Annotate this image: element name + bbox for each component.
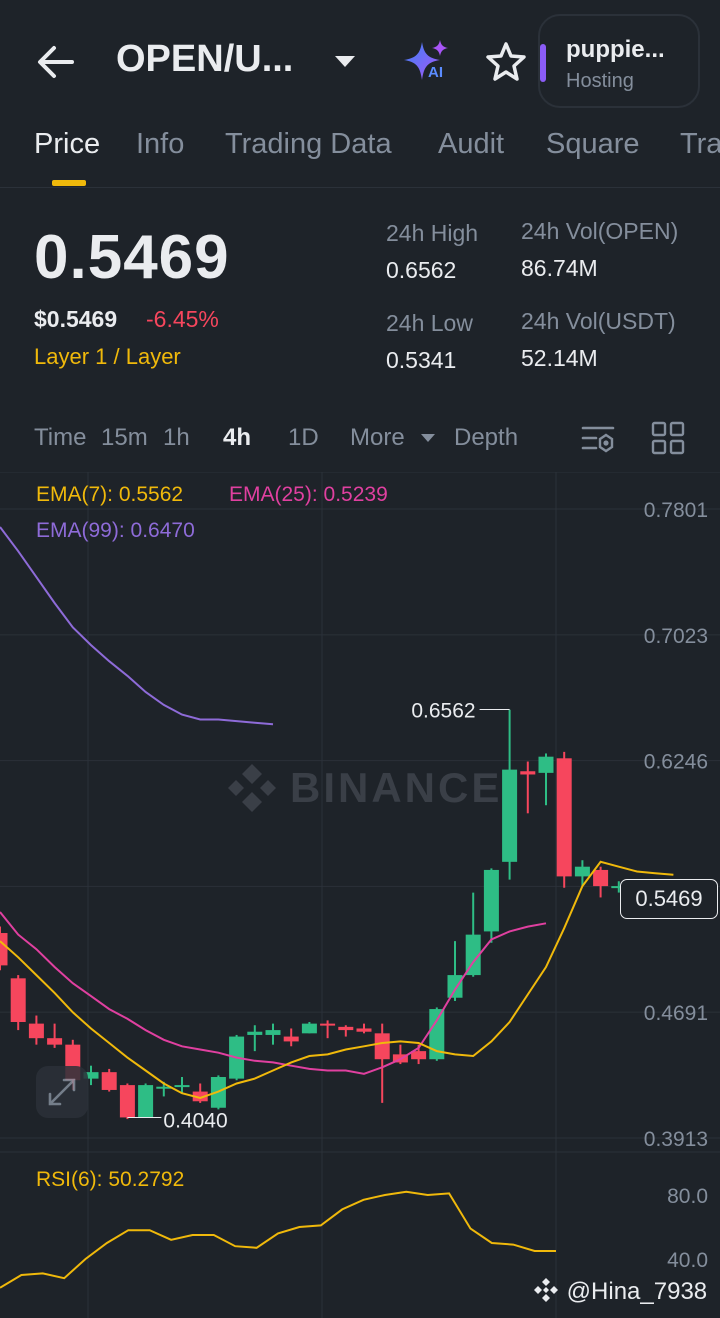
timeframe-1d[interactable]: 1D — [288, 424, 319, 451]
host-card[interactable]: puppie... Hosting — [538, 14, 700, 108]
arrow-left-icon[interactable] — [34, 40, 80, 84]
candle-body — [247, 1031, 263, 1035]
rsi-tick-label: 80.0 — [667, 1185, 708, 1208]
host-accent-bar — [540, 44, 546, 82]
ai-assistant-button[interactable]: AI — [400, 38, 452, 84]
candle-body — [101, 1072, 117, 1090]
rsi-line — [0, 1190, 556, 1289]
candle-body — [301, 1023, 317, 1034]
tab-audit[interactable]: Audit — [438, 128, 505, 160]
candle-body — [283, 1036, 299, 1042]
candle-body — [374, 1033, 390, 1060]
candle-body — [156, 1086, 172, 1089]
candle-body — [574, 866, 590, 877]
candle-body — [611, 886, 627, 889]
min-price-label: 0.4040 — [163, 1109, 227, 1132]
price-change: -6.45% — [146, 306, 219, 332]
candle-body — [138, 1085, 154, 1118]
timeframe-4h[interactable]: 4h — [223, 424, 252, 451]
candle-body — [429, 1009, 445, 1060]
y-tick-label: 0.3913 — [644, 1128, 708, 1151]
pair-title[interactable]: OPEN/U... — [116, 38, 294, 80]
candle-body — [28, 1023, 44, 1039]
host-name: puppie... — [566, 36, 665, 63]
y-tick-label: 0.4691 — [644, 1002, 708, 1025]
candle-body — [502, 769, 518, 862]
vol-quote-value: 52.14M — [521, 345, 598, 371]
high-value: 0.6562 — [386, 257, 457, 283]
max-price-label: 0.6562 — [411, 699, 475, 722]
candle-body — [520, 771, 536, 775]
rsi-tick-label: 40.0 — [667, 1249, 708, 1272]
candle-body — [0, 933, 8, 966]
candle-body — [265, 1030, 281, 1035]
vol-quote-label: 24h Vol(USDT) — [521, 308, 676, 334]
candle-body — [338, 1026, 354, 1031]
candle-body — [320, 1023, 336, 1026]
ai-label: AI — [428, 64, 443, 81]
ema25-legend: EMA(25): 0.5239 — [229, 483, 388, 506]
top-bar: OPEN/U... AI puppie... Hosting — [0, 0, 720, 118]
vol-base-label: 24h Vol(OPEN) — [521, 218, 679, 244]
y-tick-label: 0.7023 — [644, 625, 708, 648]
tab-trading-data[interactable]: Trading Data — [225, 128, 392, 160]
candle-body — [192, 1091, 208, 1102]
depth-tab[interactable]: Depth — [454, 424, 519, 451]
tab-price[interactable]: Price — [34, 128, 101, 160]
rsi-legend: RSI(6): 50.2792 — [36, 1168, 185, 1191]
tab-square[interactable]: Square — [546, 128, 640, 160]
y-tick-label: 0.7801 — [644, 499, 708, 522]
main-tabs: Price Info Trading Data Audit Square Tra — [0, 118, 720, 188]
author-handle: @Hina_7938 — [566, 1278, 708, 1305]
y-tick-label: 0.6246 — [644, 751, 708, 774]
candle-body — [447, 975, 463, 998]
ema25-line — [0, 911, 547, 1075]
active-tab-indicator — [52, 180, 86, 186]
chart-settings-icon[interactable] — [580, 420, 616, 456]
chevron-down-icon[interactable] — [333, 52, 357, 72]
candle-body — [538, 756, 554, 773]
high-label: 24h High — [386, 220, 479, 246]
tab-info[interactable]: Info — [136, 128, 185, 160]
ema7-legend: EMA(7): 0.5562 — [36, 483, 184, 506]
candle-body — [119, 1085, 135, 1118]
ema99-line — [0, 526, 274, 726]
timeframe-time[interactable]: Time — [34, 424, 87, 451]
expand-chart-button[interactable] — [36, 1066, 88, 1118]
candle-body — [83, 1072, 99, 1079]
timeframe-1h[interactable]: 1h — [163, 424, 190, 451]
sparkle-ai-icon — [404, 40, 448, 80]
tab-trade[interactable]: Tra — [680, 128, 720, 160]
binance-watermark: BINANCE — [290, 764, 502, 811]
star-icon[interactable] — [484, 40, 528, 84]
category-tag[interactable]: Layer 1 / Layer — [34, 344, 181, 369]
candle-body — [483, 869, 499, 932]
candle-body — [356, 1028, 372, 1032]
timeframe-15m[interactable]: 15m — [101, 424, 148, 451]
author-watermark: @Hina_7938 — [532, 1276, 707, 1310]
candle-body — [556, 758, 572, 877]
last-price: 0.5469 — [34, 223, 230, 292]
candle-body — [47, 1038, 63, 1045]
ema7-line — [0, 860, 674, 1100]
ema99-legend: EMA(99): 0.6470 — [36, 519, 195, 542]
current-price-marker: 0.5469 — [620, 879, 718, 919]
grid-layout-icon[interactable] — [650, 420, 686, 456]
binance-watermark-logo — [228, 764, 276, 812]
vol-base-value: 86.74M — [521, 255, 598, 281]
candle-body — [10, 978, 26, 1023]
host-status: Hosting — [566, 70, 634, 92]
caret-down-icon — [421, 434, 435, 442]
candle-body — [465, 934, 481, 976]
candle-body — [593, 869, 609, 887]
binance-logo-icon — [534, 1278, 558, 1302]
candle-body — [174, 1085, 190, 1088]
low-label: 24h Low — [386, 310, 473, 336]
low-value: 0.5341 — [386, 347, 457, 373]
price-usd: $0.5469 — [34, 306, 118, 332]
timeframe-more[interactable]: More — [350, 424, 405, 451]
candle-body — [411, 1051, 427, 1060]
expand-icon — [48, 1078, 76, 1106]
